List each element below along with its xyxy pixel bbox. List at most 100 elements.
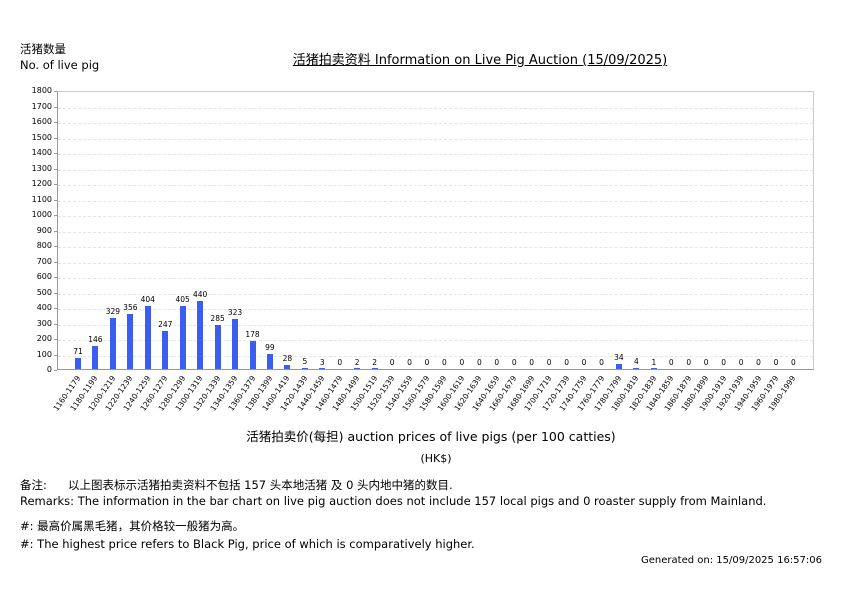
bar-value-label: 0: [668, 358, 674, 367]
x-tick-label: 1620-1639: [452, 374, 484, 413]
x-tick-label: 1780-1799: [592, 374, 624, 413]
y-tick-label: 800: [36, 241, 52, 250]
x-axis-unit: (HK$): [420, 452, 452, 465]
x-axis-title: 活猪拍卖价(每担) auction prices of live pigs (p…: [246, 429, 616, 444]
y-tick-label: 600: [36, 272, 52, 281]
y-axis-label-cn: 活猪数量: [20, 42, 66, 56]
bar-value-label: 0: [511, 358, 517, 367]
bar-value-label: 323: [227, 307, 243, 317]
bar: [319, 368, 326, 369]
y-axis-label: 活猪数量 No. of live pig: [20, 41, 99, 73]
bar-value-label: 0: [791, 358, 796, 367]
bar: [214, 324, 221, 369]
bar-value-label: 4: [634, 357, 639, 367]
bar-value-label: 0: [703, 358, 709, 367]
footnote: #: 最高价属黑毛猪，其价格较一般猪为高。 #: The highest pri…: [20, 517, 475, 553]
bar: [232, 318, 239, 369]
y-tick-mark: [54, 230, 57, 232]
gridline: [58, 355, 813, 357]
x-tick-label: 1480-1499: [330, 374, 362, 413]
gridline: [58, 324, 813, 326]
x-tick-label: 1360-1379: [226, 374, 257, 413]
y-tick-label: 0: [46, 365, 52, 374]
x-tick-label: 1720-1739: [540, 374, 571, 413]
y-tick-label: 1300: [31, 163, 52, 173]
x-tick-label: 1760-1779: [575, 374, 606, 413]
y-tick-mark: [54, 199, 57, 201]
x-tick-label: 1420-1439: [278, 374, 310, 413]
bar-value-label: 405: [175, 295, 190, 305]
gridline: [58, 185, 813, 186]
x-tick-label: 1380-1399: [243, 374, 275, 413]
y-tick-mark: [54, 153, 57, 154]
y-tick-mark: [54, 184, 57, 185]
bar: [197, 300, 204, 369]
x-tick-label: 1700-1719: [522, 374, 554, 413]
gridline: [58, 154, 813, 155]
y-tick-mark: [54, 308, 57, 309]
bar: [179, 306, 186, 369]
y-tick-mark: [54, 323, 57, 325]
y-tick-label: 1200: [31, 179, 52, 188]
x-tick-label: 1840-1859: [644, 374, 676, 413]
bar-value-label: 2: [372, 357, 378, 367]
y-tick-mark: [54, 122, 57, 123]
y-tick-label: 700: [36, 256, 52, 266]
bar-value-label: 0: [442, 358, 447, 367]
bar: [144, 306, 151, 369]
x-tick-label: 1980-1999: [766, 374, 798, 413]
x-tick-label: 1560-1579: [400, 374, 432, 413]
y-tick-label: 1600: [31, 117, 52, 126]
y-tick-mark: [54, 137, 57, 139]
x-tick-label: 1600-1619: [435, 374, 467, 413]
x-tick-label: 1300-1319: [173, 374, 205, 413]
bar: [284, 364, 291, 369]
gridline: [58, 231, 813, 233]
x-tick-label: 1800-1819: [609, 374, 641, 413]
y-tick-mark: [54, 339, 57, 340]
x-tick-label: 1240-1259: [121, 374, 153, 413]
bar: [109, 318, 116, 369]
bar-value-label: 34: [614, 352, 624, 362]
x-tick-label: 1320-1339: [191, 374, 222, 413]
y-tick-mark: [54, 261, 57, 263]
y-tick-label: 300: [36, 318, 52, 328]
x-tick-label: 1520-1539: [365, 374, 397, 413]
gridline: [58, 247, 813, 248]
y-tick-label: 1000: [31, 210, 52, 219]
bar: [615, 363, 622, 369]
bar-value-label: 0: [599, 358, 604, 367]
bar-value-label: 247: [158, 319, 173, 329]
bar-value-label: 1: [651, 357, 657, 367]
x-tick-label: 1180-1199: [68, 374, 100, 413]
x-tick-label: 1440-1459: [295, 374, 327, 413]
x-tick-label: 1540-1559: [383, 374, 414, 413]
x-tick-label: 1280-1299: [156, 374, 188, 413]
bar: [92, 346, 99, 369]
x-tick-label: 1220-1239: [103, 374, 135, 413]
bar-value-label: 0: [529, 358, 535, 367]
bar-value-label: 285: [210, 313, 225, 323]
x-tick-label: 1900-1919: [697, 374, 729, 413]
bar: [266, 353, 273, 369]
gridline: [58, 169, 813, 171]
bar: [650, 368, 657, 369]
y-tick-label: 1800: [31, 86, 52, 95]
x-tick-label: 1200-1219: [86, 374, 118, 413]
x-tick-label: 1680-1699: [505, 374, 537, 413]
bar-value-label: 0: [546, 358, 552, 367]
y-tick-mark: [54, 354, 57, 356]
bar-value-label: 0: [686, 358, 692, 367]
bar-value-label: 0: [738, 358, 744, 367]
x-tick-label: 1860-1879: [662, 374, 694, 413]
bar: [354, 368, 361, 369]
x-tick-label: 1260-1279: [138, 374, 170, 413]
chart-title: 活猪拍卖资料 Information on Live Pig Auction (…: [292, 53, 668, 68]
bar-value-label: 0: [389, 358, 395, 367]
x-tick-label: 1940-1959: [732, 374, 763, 413]
y-tick-mark: [54, 91, 57, 92]
footnote-en: #: The highest price refers to Black Pig…: [20, 537, 475, 551]
y-tick-mark: [54, 215, 57, 216]
bar-value-label: 0: [581, 358, 587, 367]
gridline: [58, 293, 813, 295]
